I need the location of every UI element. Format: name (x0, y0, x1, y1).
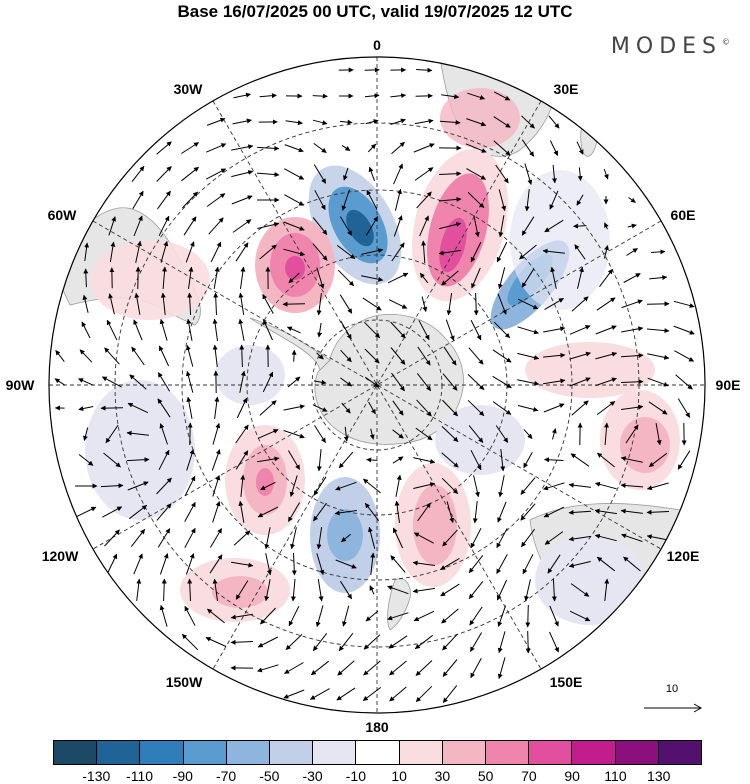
lon-label-90e: 90E (716, 377, 741, 393)
colorbar-tick-label: 10 (391, 768, 407, 784)
colorbar-tick-label: -110 (126, 768, 153, 784)
lon-label-60e: 60E (671, 207, 696, 223)
lon-label-150w: 150W (166, 674, 203, 690)
reference-vector-label: 10 (642, 683, 702, 695)
colorbar-tick-label: -70 (216, 768, 236, 784)
colorbar-tick-label: -50 (259, 768, 279, 784)
wind-vector (528, 605, 529, 627)
colorbar-tick-label: -10 (346, 768, 366, 784)
colorbar-tick-label: 30 (435, 768, 451, 784)
lon-label-30e: 30E (554, 81, 579, 97)
colorbar-segment (356, 741, 399, 764)
colorbar-segment (140, 741, 183, 764)
lon-label-120w: 120W (42, 548, 79, 564)
colorbar-segment (97, 741, 140, 764)
colorbar-tick-label: -130 (82, 768, 110, 784)
lon-label-150e: 150E (550, 674, 583, 690)
colorbar-segment (313, 741, 356, 764)
colorbar-tick-label: 110 (604, 768, 626, 784)
colorbar-segment (486, 741, 529, 764)
colorbar-segment (184, 741, 227, 764)
colorbar (53, 740, 702, 765)
reference-arrow-icon (642, 696, 704, 726)
wind-vector (647, 304, 669, 305)
wind-vector (190, 423, 191, 445)
colorbar-segment (227, 741, 270, 764)
colorbar-segment (443, 741, 486, 764)
colorbar-segment (400, 741, 443, 764)
colorbar-segment (572, 741, 615, 764)
wind-vector (294, 350, 295, 361)
colorbar-segment (659, 741, 701, 764)
colorbar-tick-label: -30 (302, 768, 322, 784)
colorbar-segment (529, 741, 572, 764)
wind-vector (283, 304, 305, 305)
lon-label-60w: 60W (48, 207, 77, 223)
lon-label-90w: 90W (6, 377, 35, 393)
colorbar-segment (54, 741, 97, 764)
colorbar-segment (270, 741, 313, 764)
lon-label-180: 180 (365, 719, 388, 735)
colorbar-segment (616, 741, 659, 764)
wind-vector (528, 631, 529, 653)
colorbar-tick-label: -90 (173, 768, 193, 784)
colorbar-tick-label: 50 (478, 768, 494, 784)
colorbar-tick-label: 90 (564, 768, 580, 784)
lon-label-120e: 120E (667, 548, 700, 564)
lon-label-0: 0 (373, 37, 381, 53)
lon-label-30w: 30W (174, 81, 203, 97)
colorbar-tick-label: 130 (647, 768, 670, 784)
colorbar-tick-label: 70 (521, 768, 537, 784)
